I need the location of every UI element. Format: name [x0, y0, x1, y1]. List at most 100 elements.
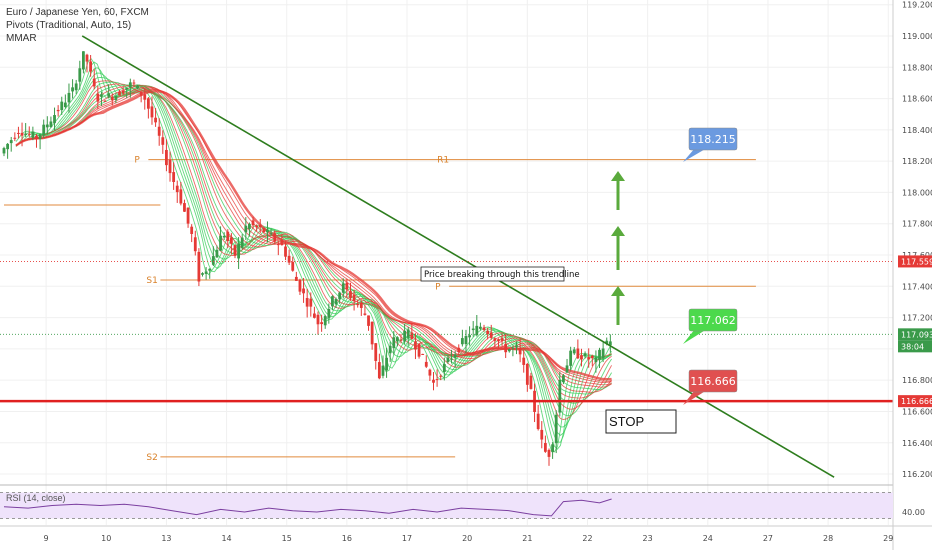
stop-label: STOP — [609, 414, 644, 429]
candle-body — [497, 339, 500, 342]
y-tick-label: 118.400 — [902, 126, 932, 135]
candle-body — [381, 365, 385, 376]
candle-body — [493, 338, 497, 341]
legend-symbol[interactable]: Euro / Japanese Yen, 60, FXCM — [6, 7, 149, 18]
candle-body — [74, 83, 78, 91]
candle-body — [280, 240, 284, 246]
pivot-label: P — [435, 282, 441, 292]
x-tick-label: 28 — [823, 534, 833, 543]
callout-pointer — [683, 329, 707, 344]
x-tick-label: 21 — [522, 534, 532, 543]
y-tick-label: 118.000 — [902, 188, 932, 197]
candle-body — [377, 362, 381, 379]
candle-body — [540, 429, 544, 440]
candle-body — [453, 354, 457, 358]
candle-body — [240, 237, 244, 248]
candle-body — [511, 347, 515, 349]
candles — [2, 51, 612, 466]
pivot-label: S1 — [146, 276, 157, 286]
candle-body — [305, 298, 309, 307]
mmar-line — [15, 84, 612, 395]
y-tick-label: 117.400 — [902, 282, 932, 291]
candle-body — [432, 379, 435, 383]
callout-box — [688, 308, 738, 332]
stop-box — [605, 409, 677, 434]
rsi-pane: 40.00 — [0, 492, 925, 519]
candle-body — [103, 100, 107, 102]
x-tick-label: 17 — [402, 534, 412, 543]
rsi-tick-label: 40.00 — [902, 508, 925, 517]
y-tick-label: 117.200 — [902, 314, 932, 323]
candle-body — [27, 133, 31, 135]
candle-body — [13, 137, 17, 139]
y-tick-label: 119.200 — [902, 1, 932, 10]
rsi-legend[interactable]: RSI (14, close) — [6, 493, 66, 503]
candle-body — [460, 338, 464, 345]
candle-body — [399, 339, 403, 341]
price-axis[interactable]: 119.200 119.000 118.800 118.600 118.400 118.2… — [892, 0, 932, 550]
candle-body — [312, 313, 316, 318]
y-tick-label: 116.800 — [902, 376, 932, 385]
candle-body — [385, 357, 388, 371]
price-tag-bg — [898, 255, 932, 268]
legend-pivots[interactable]: Pivots (Traditional, Auto, 15) — [6, 20, 132, 31]
candle-body — [302, 288, 305, 294]
candle-body — [320, 322, 324, 325]
callout-pointer — [683, 148, 707, 162]
candle-body — [226, 231, 230, 242]
x-tick-label: 24 — [703, 534, 713, 543]
candle-body — [547, 449, 551, 457]
mmar-line — [15, 72, 612, 436]
candle-body — [67, 92, 71, 103]
candle-body — [316, 314, 320, 325]
candle-body — [219, 235, 222, 251]
candle-body — [475, 325, 479, 336]
time-axis[interactable]: 9 10 13 14 15 16 17 20 21 22 23 24 27 28 29 — [0, 525, 932, 543]
candle-body — [125, 87, 129, 90]
candle-body — [450, 358, 453, 360]
candle-body — [100, 94, 103, 97]
candle-body — [504, 343, 508, 353]
price-callouts[interactable]: 118.215 117.062 116.666 — [683, 127, 738, 405]
x-tick-label: 29 — [883, 534, 893, 543]
candle-body — [6, 143, 10, 150]
candle-body — [222, 235, 226, 238]
x-tick-label: 10 — [101, 534, 111, 543]
candle-body — [229, 237, 233, 244]
candle-body — [71, 87, 74, 92]
stop-line-layer[interactable]: STOP — [0, 261, 893, 434]
trendline-layer[interactable]: Price breaking through this trendline — [81, 35, 835, 478]
callout-label: 118.215 — [690, 133, 736, 146]
candle-body — [367, 315, 370, 326]
candle-body — [396, 337, 399, 342]
price-tag-bg — [898, 328, 932, 341]
candle-body — [165, 149, 168, 166]
y-tick-label: 116.600 — [902, 407, 932, 416]
x-tick-label: 20 — [462, 534, 472, 543]
candle-body — [186, 207, 190, 224]
candle-body — [89, 61, 93, 72]
mmar-line — [15, 89, 612, 382]
candle-body — [406, 329, 410, 338]
annotation-box — [420, 266, 565, 282]
candle-body — [197, 251, 201, 282]
candle-body — [42, 124, 46, 136]
legend-mmar[interactable]: MMAR — [6, 33, 37, 44]
candle-body — [284, 246, 287, 257]
callout-pointer — [683, 390, 707, 405]
candle-body — [410, 332, 414, 339]
y-tick-label: 119.000 — [902, 32, 932, 41]
candle-body — [356, 304, 360, 306]
candle-body — [457, 347, 461, 352]
candle-body — [24, 133, 28, 135]
candle-body — [338, 292, 342, 300]
x-tick-label: 14 — [221, 534, 231, 543]
candle-body — [587, 357, 591, 360]
candle-body — [262, 228, 266, 233]
candle-body — [110, 96, 114, 101]
callout-box — [688, 369, 738, 393]
x-tick-label: 16 — [342, 534, 352, 543]
annotation-text: Price breaking through this trendline — [424, 270, 580, 280]
countdown-bg — [898, 340, 932, 353]
